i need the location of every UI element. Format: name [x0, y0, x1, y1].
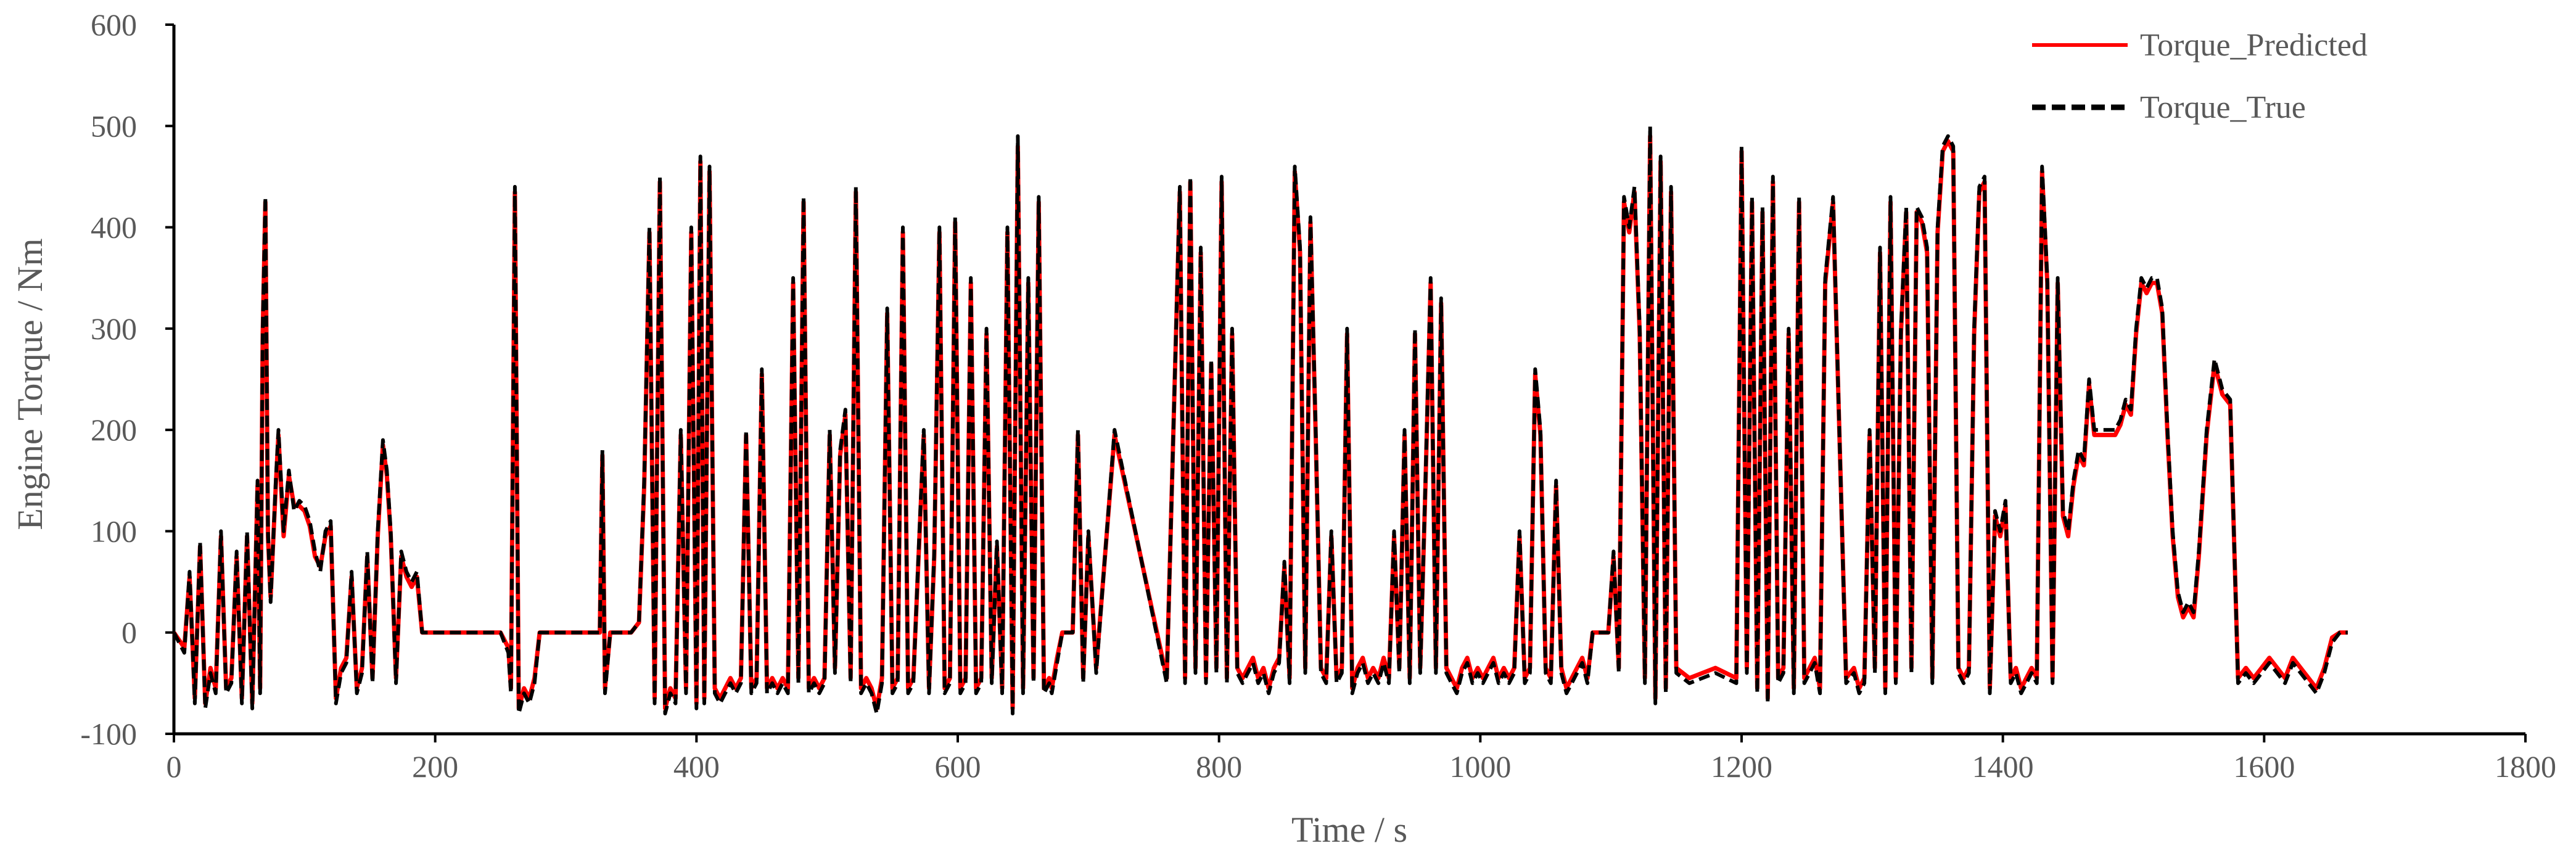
y-tick-label: 100	[91, 514, 137, 548]
x-tick-label: 1000	[1449, 749, 1511, 784]
x-tick-label: 1800	[2495, 749, 2556, 784]
y-tick-label: 200	[91, 413, 137, 447]
y-tick-label: -100	[80, 717, 137, 751]
legend-label-predicted: Torque_Predicted	[2140, 28, 2368, 63]
y-tick-label: 400	[91, 210, 137, 245]
series-line-torque-predicted	[172, 134, 2348, 711]
y-tick-label: 300	[91, 311, 137, 346]
series-lines	[172, 124, 2348, 716]
y-ticks: -100 0 100 200 300 400 500 600	[80, 7, 174, 751]
y-tick-label: 500	[91, 109, 137, 143]
x-tick-label: 0	[167, 749, 182, 784]
axes	[172, 25, 2525, 736]
x-axis-label: Time / s	[1291, 810, 1407, 850]
x-tick-label: 1600	[2233, 749, 2295, 784]
x-tick-label: 400	[673, 749, 720, 784]
legend: Torque_Predicted Torque_True	[2032, 28, 2368, 125]
y-axis-label: Engine Torque / Nm	[10, 238, 50, 530]
x-tick-label: 1200	[1711, 749, 1772, 784]
y-tick-label: 0	[121, 615, 137, 650]
x-tick-label: 200	[412, 749, 458, 784]
x-tick-label: 1400	[1972, 749, 2034, 784]
x-ticks: 0 200 400 600 800 1000 1200 1400 1600 1800	[167, 734, 2556, 784]
x-tick-label: 600	[935, 749, 981, 784]
series-line-torque-true	[172, 124, 2348, 716]
y-tick-label: 600	[91, 7, 137, 42]
legend-label-true: Torque_True	[2140, 90, 2306, 125]
x-tick-label: 800	[1196, 749, 1242, 784]
